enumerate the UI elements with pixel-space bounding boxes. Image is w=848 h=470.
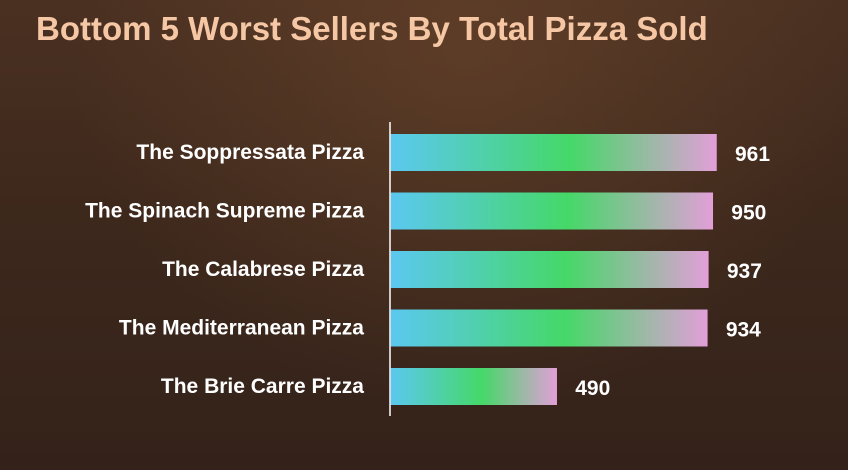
value-label-0: 961 xyxy=(735,143,770,166)
bar-1 xyxy=(390,192,714,230)
chart-title: Bottom 5 Worst Sellers By Total Pizza So… xyxy=(36,10,708,47)
bar-4 xyxy=(390,368,557,405)
bar-0 xyxy=(390,134,717,171)
category-label-2: The Calabrese Pizza xyxy=(162,258,364,281)
value-label-2: 937 xyxy=(727,260,762,283)
value-label-1: 950 xyxy=(731,202,766,225)
category-label-3: The Mediterranean Pizza xyxy=(119,317,364,340)
category-label-0: The Soppressata Pizza xyxy=(136,141,364,164)
category-label-1: The Spinach Supreme Pizza xyxy=(85,200,364,223)
category-label-4: The Brie Carre Pizza xyxy=(161,375,364,398)
value-label-4: 490 xyxy=(575,377,610,400)
value-label-3: 934 xyxy=(726,319,761,342)
bar-3 xyxy=(390,309,708,347)
bar-2 xyxy=(390,251,709,288)
